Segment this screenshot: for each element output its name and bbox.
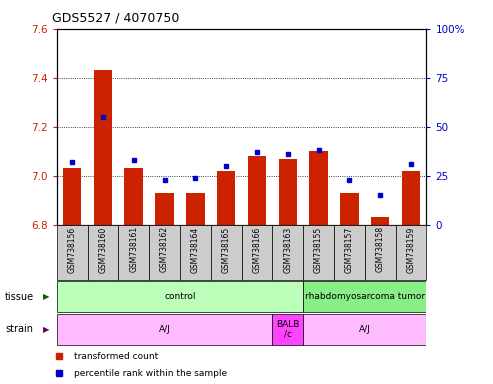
Bar bbox=[63, 168, 81, 225]
Bar bbox=[149, 225, 180, 280]
Bar bbox=[279, 159, 297, 225]
Text: GSM738166: GSM738166 bbox=[252, 226, 261, 273]
Text: strain: strain bbox=[5, 324, 33, 334]
Bar bbox=[211, 225, 242, 280]
Text: tissue: tissue bbox=[5, 291, 34, 302]
Text: GSM738164: GSM738164 bbox=[191, 226, 200, 273]
Text: percentile rank within the sample: percentile rank within the sample bbox=[74, 369, 227, 378]
Bar bbox=[303, 225, 334, 280]
Text: BALB
/c: BALB /c bbox=[276, 319, 299, 339]
Text: control: control bbox=[164, 292, 196, 301]
Bar bbox=[272, 314, 303, 345]
Bar bbox=[180, 225, 211, 280]
Text: GDS5527 / 4070750: GDS5527 / 4070750 bbox=[52, 12, 179, 25]
Bar bbox=[57, 281, 303, 312]
Bar bbox=[57, 314, 272, 345]
Bar bbox=[303, 314, 426, 345]
Bar bbox=[395, 225, 426, 280]
Bar bbox=[371, 217, 389, 225]
Text: GSM738165: GSM738165 bbox=[222, 226, 231, 273]
Text: GSM738158: GSM738158 bbox=[376, 226, 385, 272]
Bar bbox=[247, 156, 266, 225]
Text: GSM738163: GSM738163 bbox=[283, 226, 292, 273]
Bar bbox=[186, 193, 205, 225]
Bar bbox=[365, 225, 395, 280]
Text: GSM738159: GSM738159 bbox=[407, 226, 416, 273]
Bar bbox=[334, 225, 365, 280]
Bar bbox=[57, 225, 88, 280]
Text: GSM738162: GSM738162 bbox=[160, 226, 169, 272]
Text: A/J: A/J bbox=[159, 325, 171, 334]
Bar bbox=[118, 225, 149, 280]
Text: rhabdomyosarcoma tumor: rhabdomyosarcoma tumor bbox=[305, 292, 425, 301]
Bar bbox=[303, 281, 426, 312]
Bar bbox=[272, 225, 303, 280]
Bar bbox=[155, 193, 174, 225]
Bar bbox=[94, 70, 112, 225]
Text: GSM738157: GSM738157 bbox=[345, 226, 354, 273]
Bar bbox=[217, 171, 235, 225]
Bar bbox=[340, 193, 358, 225]
Bar bbox=[310, 151, 328, 225]
Text: transformed count: transformed count bbox=[74, 352, 158, 361]
Text: GSM738155: GSM738155 bbox=[314, 226, 323, 273]
Text: ▶: ▶ bbox=[43, 292, 49, 301]
Text: A/J: A/J bbox=[359, 325, 371, 334]
Text: GSM738156: GSM738156 bbox=[68, 226, 76, 273]
Text: GSM738160: GSM738160 bbox=[99, 226, 107, 273]
Bar bbox=[402, 171, 420, 225]
Bar bbox=[242, 225, 272, 280]
Bar bbox=[124, 168, 143, 225]
Text: ▶: ▶ bbox=[43, 325, 49, 334]
Bar bbox=[88, 225, 118, 280]
Text: GSM738161: GSM738161 bbox=[129, 226, 138, 272]
